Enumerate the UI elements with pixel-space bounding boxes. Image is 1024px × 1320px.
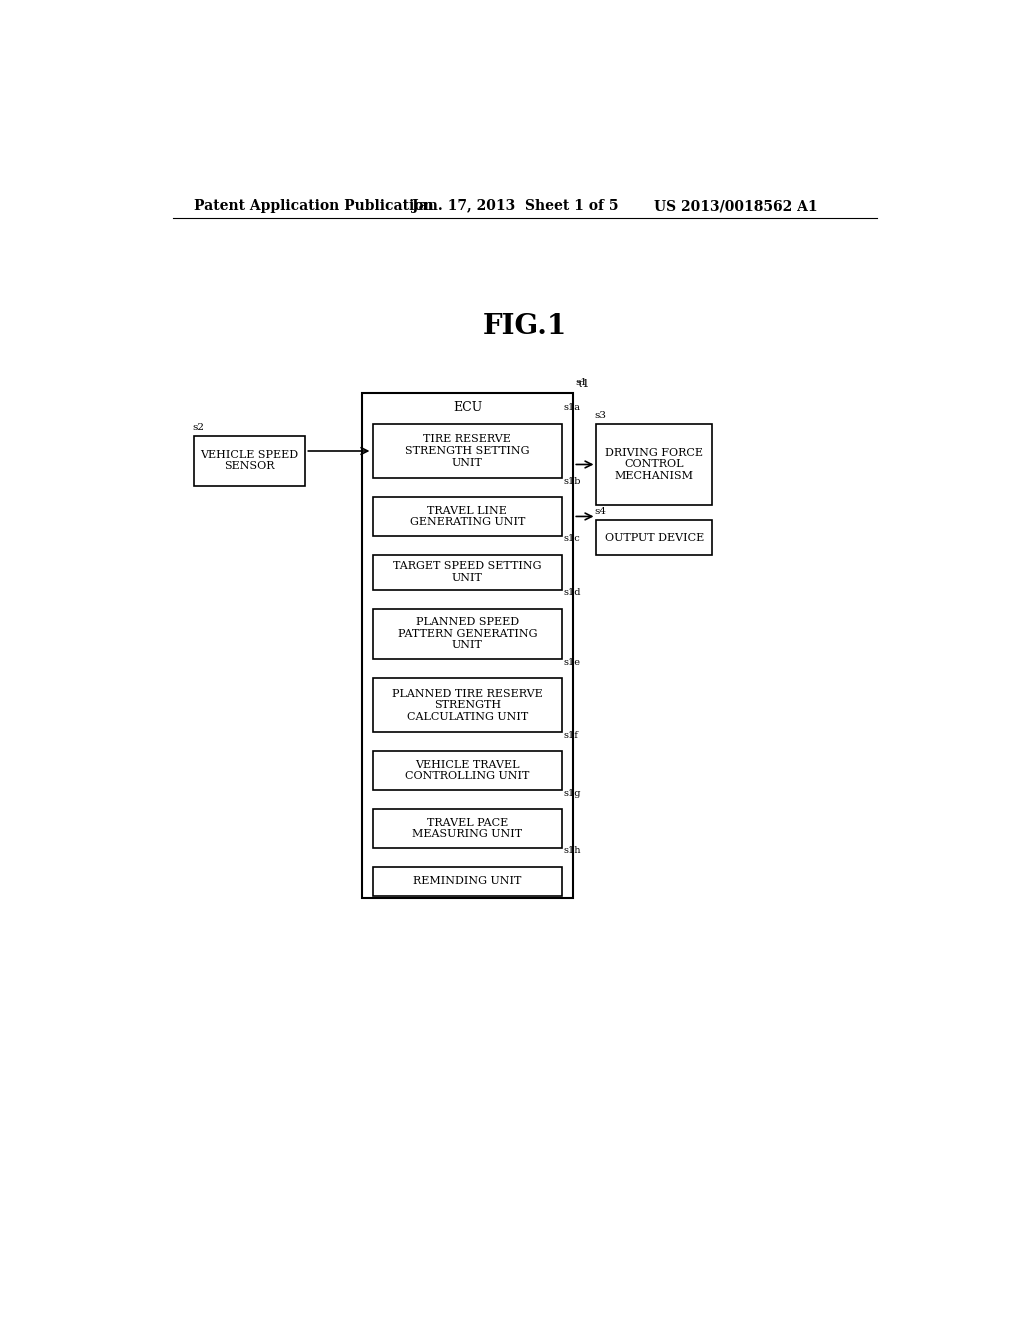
Text: VEHICLE SPEED
SENSOR: VEHICLE SPEED SENSOR bbox=[201, 450, 299, 471]
Bar bbox=[194, 436, 305, 486]
Text: s1h: s1h bbox=[563, 846, 581, 855]
Bar bbox=[373, 809, 562, 847]
Text: FIG.1: FIG.1 bbox=[482, 313, 567, 339]
Text: OUTPUT DEVICE: OUTPUT DEVICE bbox=[604, 533, 703, 543]
Bar bbox=[373, 554, 562, 590]
Text: Patent Application Publication: Patent Application Publication bbox=[194, 199, 433, 213]
Text: s3: s3 bbox=[595, 412, 607, 420]
Text: s1g: s1g bbox=[563, 788, 581, 797]
Text: VEHICLE TRAVEL
CONTROLLING UNIT: VEHICLE TRAVEL CONTROLLING UNIT bbox=[406, 760, 529, 781]
Text: US 2013/0018562 A1: US 2013/0018562 A1 bbox=[654, 199, 818, 213]
Text: TARGET SPEED SETTING
UNIT: TARGET SPEED SETTING UNIT bbox=[393, 561, 542, 583]
Bar bbox=[373, 609, 562, 659]
Text: τ1: τ1 bbox=[577, 379, 590, 388]
Bar bbox=[373, 751, 562, 789]
Bar bbox=[361, 393, 573, 898]
Text: TRAVEL LINE
GENERATING UNIT: TRAVEL LINE GENERATING UNIT bbox=[410, 506, 525, 527]
Text: PLANNED TIRE RESERVE
STRENGTH
CALCULATING UNIT: PLANNED TIRE RESERVE STRENGTH CALCULATIN… bbox=[392, 689, 543, 722]
Text: s1e: s1e bbox=[563, 657, 581, 667]
Bar bbox=[373, 867, 562, 896]
Text: DRIVING FORCE
CONTROL
MECHANISM: DRIVING FORCE CONTROL MECHANISM bbox=[605, 447, 703, 480]
Text: s4: s4 bbox=[595, 507, 607, 516]
Text: ECU: ECU bbox=[453, 400, 482, 413]
Bar bbox=[373, 498, 562, 536]
Text: s1d: s1d bbox=[563, 589, 581, 598]
Text: s1c: s1c bbox=[563, 535, 580, 544]
Bar bbox=[596, 520, 712, 554]
Text: s1b: s1b bbox=[563, 477, 581, 486]
Text: s2: s2 bbox=[193, 422, 204, 432]
Text: REMINDING UNIT: REMINDING UNIT bbox=[414, 876, 521, 887]
Text: TRAVEL PACE
MEASURING UNIT: TRAVEL PACE MEASURING UNIT bbox=[413, 817, 522, 840]
Text: TIRE RESERVE
STRENGTH SETTING
UNIT: TIRE RESERVE STRENGTH SETTING UNIT bbox=[406, 434, 529, 467]
Text: Jan. 17, 2013  Sheet 1 of 5: Jan. 17, 2013 Sheet 1 of 5 bbox=[412, 199, 618, 213]
Text: s1: s1 bbox=[575, 378, 588, 387]
Bar bbox=[596, 424, 712, 506]
Text: s1f: s1f bbox=[563, 731, 579, 739]
Bar bbox=[373, 424, 562, 478]
Text: s1a: s1a bbox=[563, 404, 581, 412]
Text: PLANNED SPEED
PATTERN GENERATING
UNIT: PLANNED SPEED PATTERN GENERATING UNIT bbox=[397, 618, 538, 651]
Bar bbox=[373, 678, 562, 733]
